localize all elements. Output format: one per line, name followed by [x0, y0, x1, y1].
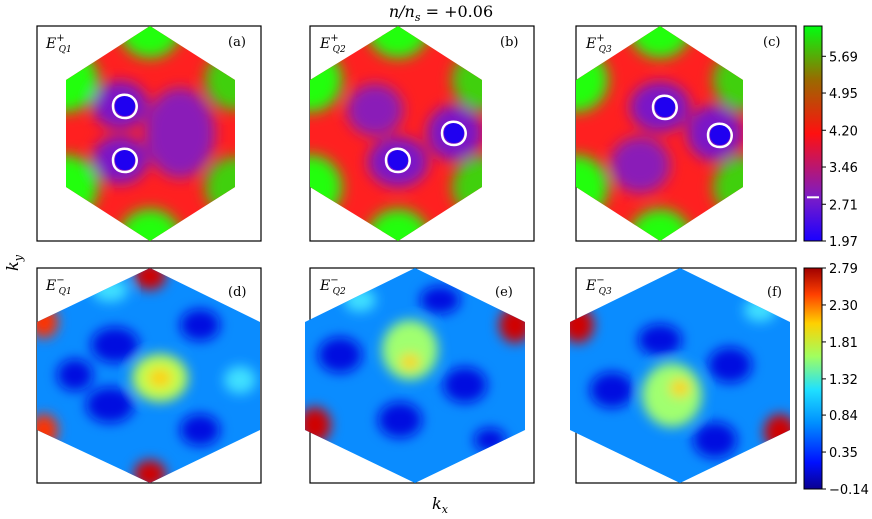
panel-label: E− Q1 [45, 275, 72, 297]
colorbar-top-tick-label: 1.97 [829, 235, 858, 250]
panel-tag: (e) [495, 285, 513, 300]
colorbar-bottom-tick-label: 0.35 [829, 446, 858, 461]
panel-label: E− Q2 [319, 275, 346, 297]
fermi-contour [384, 147, 411, 174]
colorbar-bottom-tick-label: 1.32 [829, 373, 858, 388]
colorbar-bottom-tick-label: 2.30 [829, 299, 858, 314]
colorbar-bottom: −0.14 0.35 0.84 1.32 1.81 2.30 2.79 [803, 262, 869, 498]
colorbar-top: 1.97 2.71 3.46 4.20 4.95 5.69 [803, 25, 858, 250]
colorbar-top-tick-label: 4.95 [829, 87, 858, 102]
colorbar-top-tick-label: 2.71 [829, 198, 858, 213]
panel-tag: (d) [228, 285, 246, 300]
x-axis-label: kx [432, 494, 449, 516]
fermi-contour [706, 122, 733, 149]
panel-a: E+ Q1 (a) [36, 25, 262, 242]
panel-f: E− Q3 (f) [570, 267, 797, 484]
colorbar-bottom-tick-label: 0.84 [829, 409, 858, 424]
panel-label: E− Q3 [585, 275, 612, 297]
fermi-contour [651, 94, 678, 121]
colorbar-top-tick-label: 4.20 [829, 124, 858, 139]
fermi-contour [111, 93, 138, 120]
fermi-contour [440, 120, 467, 147]
figure-title: n/ns = +0.06 [389, 2, 493, 24]
colorbar-top-tick-label: 5.69 [829, 50, 858, 65]
panel-c: E+ Q3 (c) [575, 25, 797, 242]
colorbar-bottom-tick-label: 2.79 [829, 262, 858, 277]
colorbar-bottom-tick-label: −0.14 [829, 483, 869, 498]
colorbar-bottom-gradient [803, 267, 823, 490]
panel-tag: (a) [228, 35, 246, 50]
panel-tag: (b) [500, 35, 518, 50]
colorbar-top-gradient [803, 25, 823, 242]
panel-label: E+ Q3 [585, 33, 612, 55]
panel-e: E− Q2 (e) [305, 267, 535, 484]
panel-tag: (f) [767, 285, 782, 300]
y-axis-label: ky [3, 254, 25, 271]
panel-label: E+ Q2 [319, 33, 346, 55]
colorbar-top-tick-label: 3.46 [829, 161, 858, 176]
panel-tag: (c) [763, 35, 780, 50]
panel-b: E+ Q2 (b) [309, 25, 535, 242]
panel-label: E+ Q1 [45, 33, 72, 55]
colorbar-bottom-tick-label: 1.81 [829, 336, 858, 351]
panel-d: E− Q1 (d) [36, 267, 262, 484]
fermi-contour [111, 147, 138, 174]
